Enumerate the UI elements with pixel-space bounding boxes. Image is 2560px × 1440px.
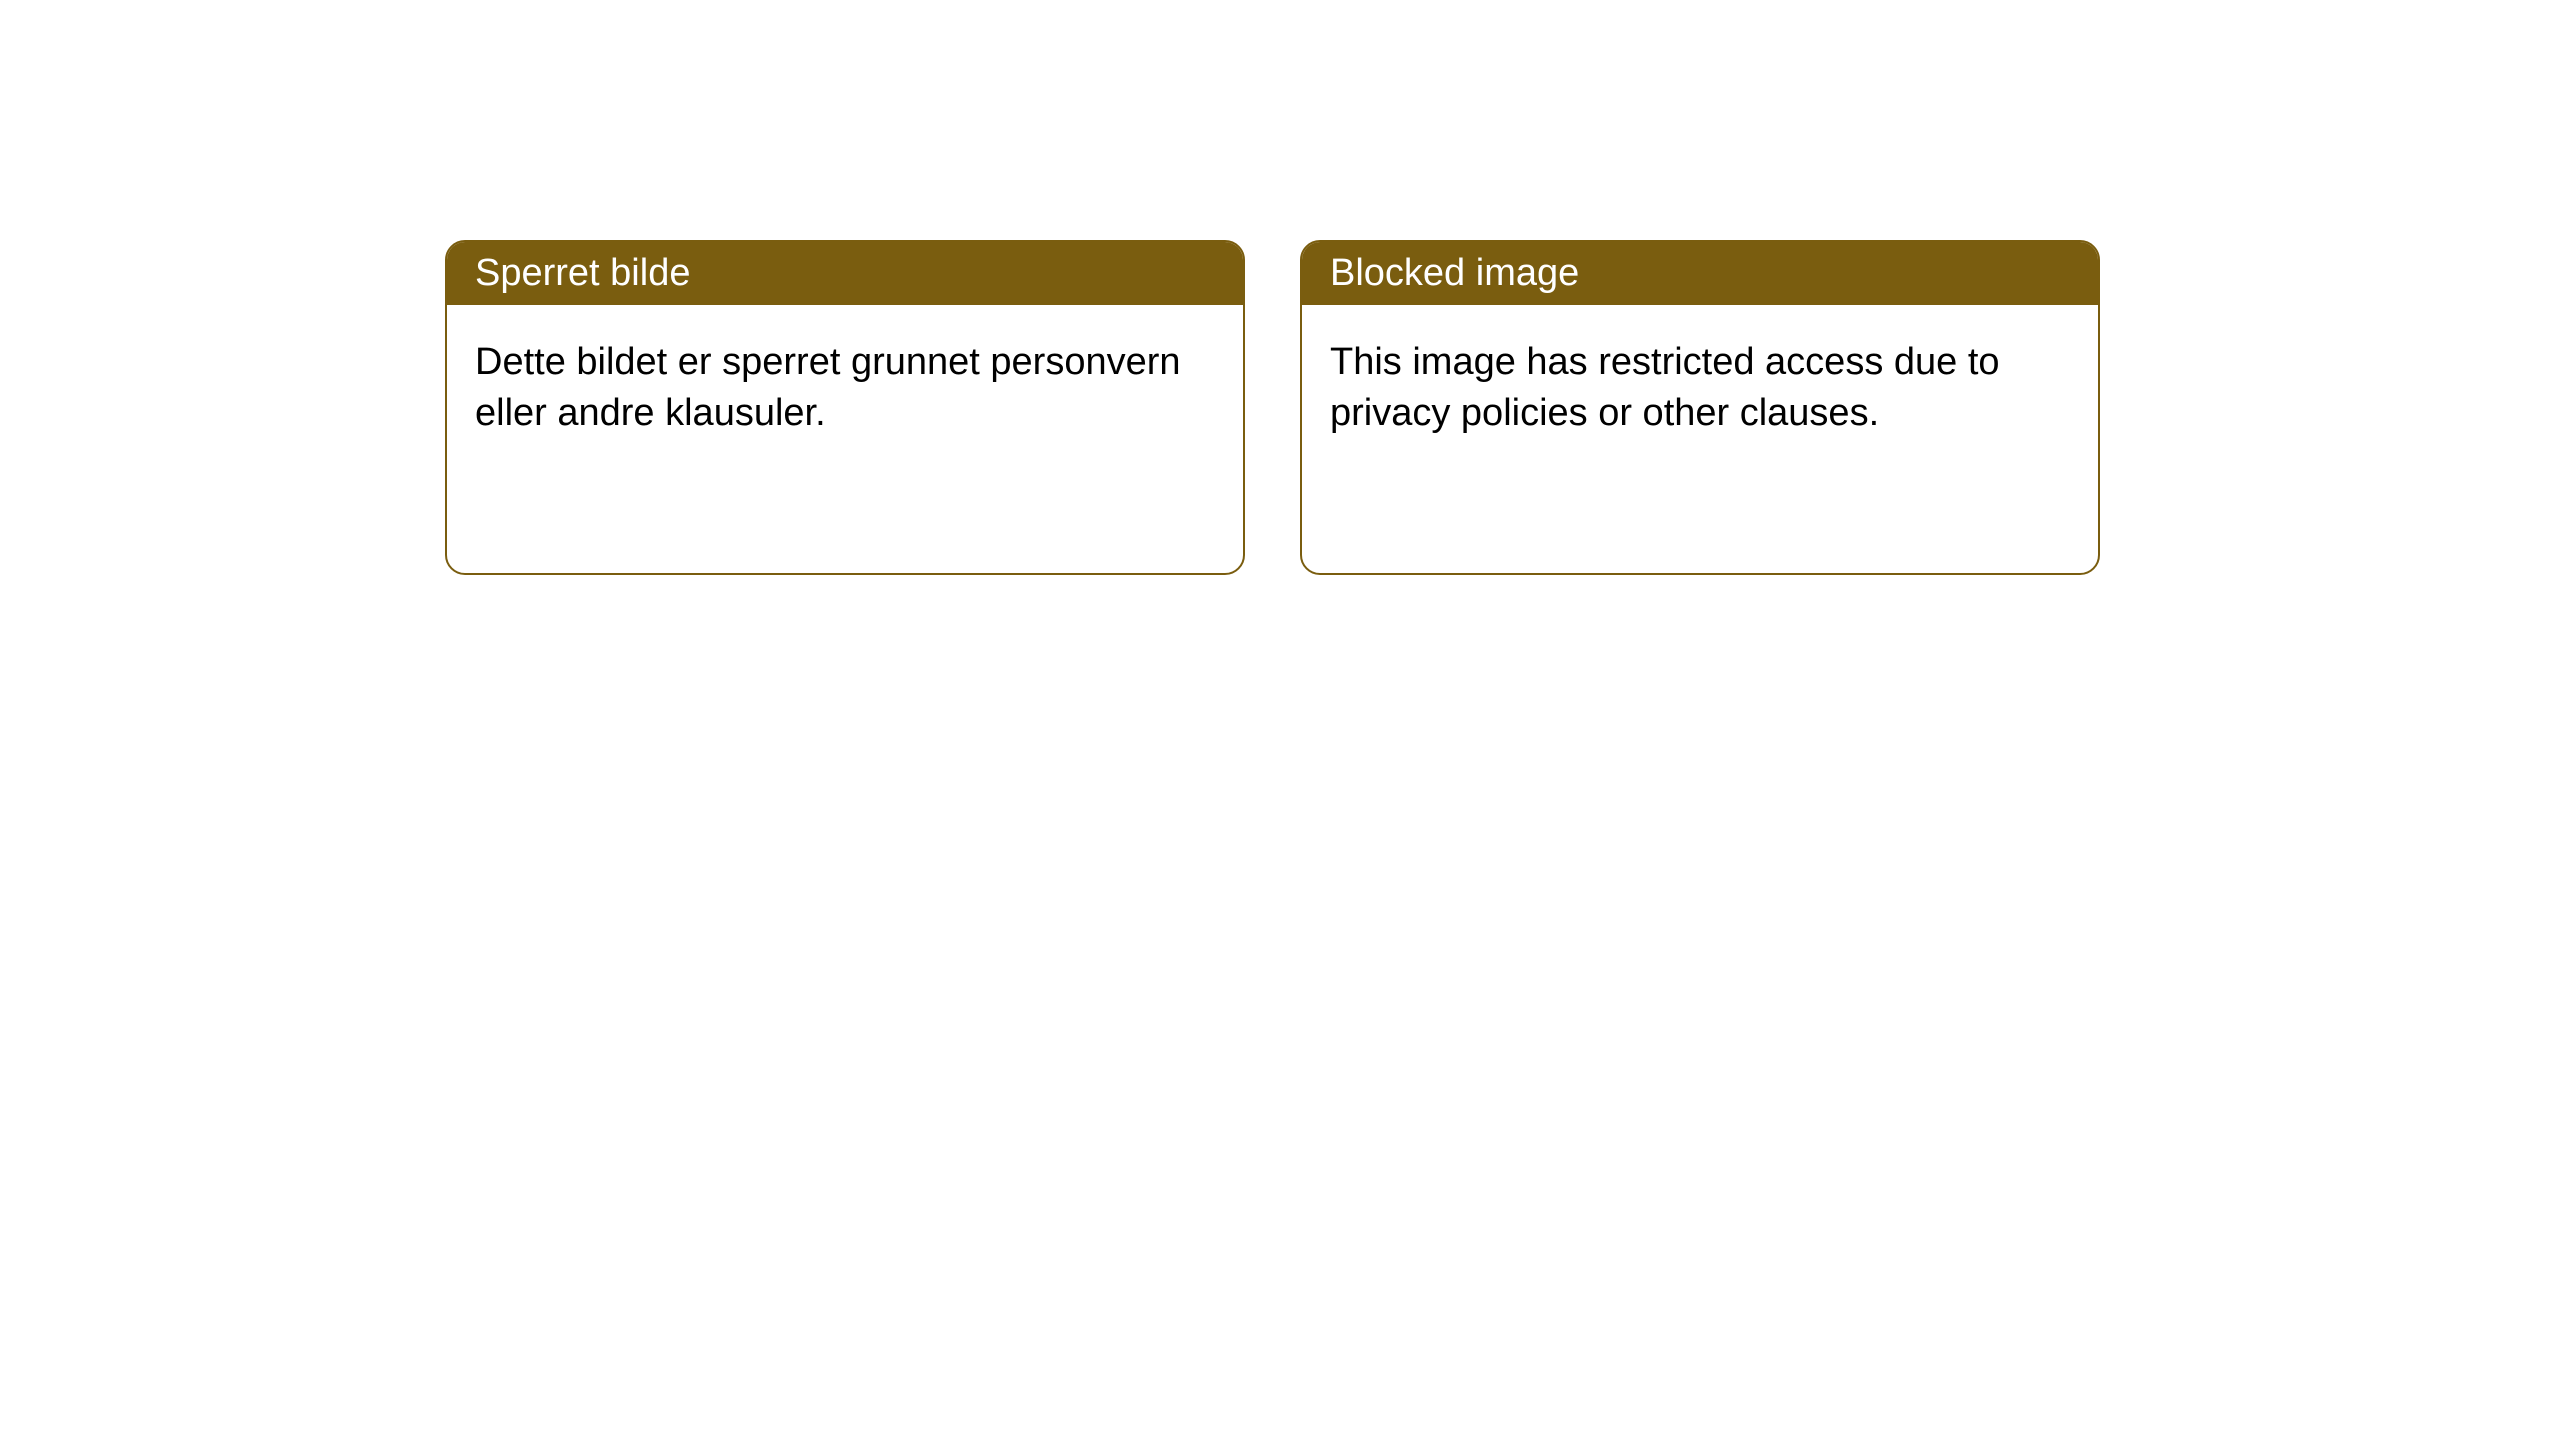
notice-message: Dette bildet er sperret grunnet personve… [475,341,1181,434]
notice-body: This image has restricted access due to … [1302,305,2098,472]
notice-card-norwegian: Sperret bilde Dette bildet er sperret gr… [445,240,1245,575]
notice-header: Blocked image [1302,242,2098,305]
notice-card-english: Blocked image This image has restricted … [1300,240,2100,575]
notice-header: Sperret bilde [447,242,1243,305]
notice-message: This image has restricted access due to … [1330,341,2000,434]
notice-title: Sperret bilde [475,252,690,294]
notice-container: Sperret bilde Dette bildet er sperret gr… [0,0,2560,575]
notice-body: Dette bildet er sperret grunnet personve… [447,305,1243,472]
notice-title: Blocked image [1330,252,1579,294]
